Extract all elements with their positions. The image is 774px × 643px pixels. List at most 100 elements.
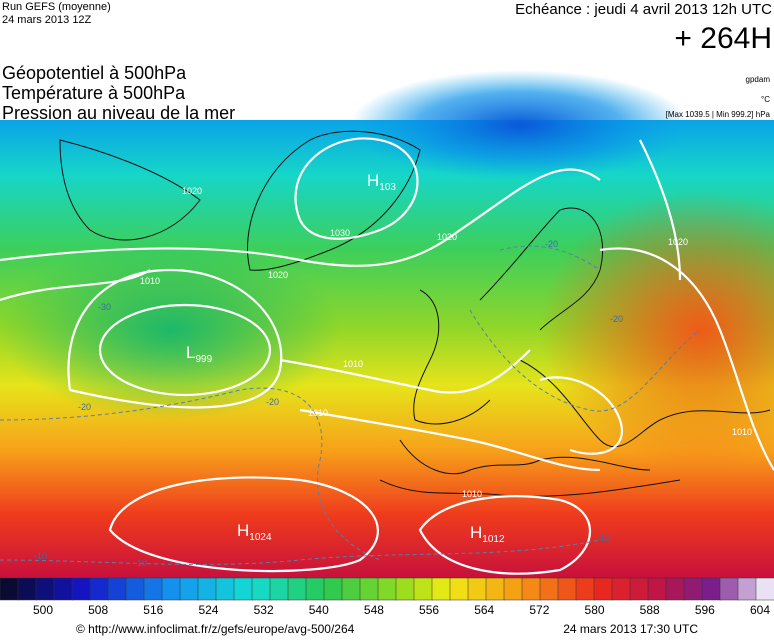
- field-name: Géopotentiel à 500hPa: [2, 63, 187, 83]
- scale-swatch: [611, 577, 631, 601]
- scale-label: 532: [254, 603, 274, 617]
- scale-swatch: [53, 577, 73, 601]
- scale-swatch: [647, 577, 667, 601]
- scale-swatch: [287, 577, 307, 601]
- scale-swatch: [323, 577, 343, 601]
- isobar-label: 1020: [437, 232, 457, 242]
- scale-label: 580: [585, 603, 605, 617]
- source-url: © http://www.infoclimat.fr/z/gefs/europe…: [76, 622, 355, 636]
- scale-label: 500: [33, 603, 53, 617]
- isobar-label: 1030: [330, 228, 350, 238]
- scale-swatch: [431, 577, 451, 601]
- scale-swatch: [251, 577, 271, 601]
- cold-pool: [350, 70, 690, 180]
- isobar-label: 1020: [182, 186, 202, 196]
- scale-swatch: [395, 577, 415, 601]
- center-value: 999: [195, 354, 212, 365]
- temperature-label: -20: [266, 397, 279, 407]
- temperature-labels: -30 -20 -20 -20 -20 -10 -10 -10: [34, 239, 623, 568]
- scale-swatch: [17, 577, 37, 601]
- scale-swatch: [593, 577, 613, 601]
- center-letter: H: [237, 521, 249, 540]
- center-letter: H: [470, 523, 482, 542]
- scale-swatch: [71, 577, 91, 601]
- scale-swatch: [125, 577, 145, 601]
- center-value: 1012: [482, 534, 505, 545]
- scale-swatch: [629, 577, 649, 601]
- scale-swatch: [449, 577, 469, 601]
- scale-swatch: [107, 577, 127, 601]
- scale-swatch: [665, 577, 685, 601]
- center-letter: L: [186, 343, 195, 362]
- scale-swatch: [485, 577, 505, 601]
- scale-swatch: [539, 577, 559, 601]
- scale-swatch: [215, 577, 235, 601]
- unit: gpdam: [746, 75, 771, 84]
- scale-swatch: [737, 577, 757, 601]
- isobar-label: 1010: [140, 276, 160, 286]
- scale-swatch: [755, 577, 774, 601]
- scale-label: 508: [88, 603, 108, 617]
- map: H103 L999 H1024 H1012 1020 1030 1020 102…: [0, 70, 774, 578]
- scale-swatch: [89, 577, 109, 601]
- scale-swatch: [35, 577, 55, 601]
- lead-time: + 264H: [674, 22, 772, 55]
- temperature-label: -20: [78, 402, 91, 412]
- scale-swatch: [701, 577, 721, 601]
- scale-swatch: [359, 577, 379, 601]
- scale-swatch: [0, 577, 19, 601]
- isobars: [0, 137, 774, 575]
- scale-swatch: [269, 577, 289, 601]
- scale-swatch: [161, 577, 181, 601]
- isobar-label: 1010: [732, 427, 752, 437]
- temperature-label: -10: [134, 558, 147, 568]
- scale-label: 572: [529, 603, 549, 617]
- run-name: Run GEFS (moyenne): [2, 1, 111, 13]
- scale-swatch: [521, 577, 541, 601]
- isobar-label: 1010: [462, 489, 482, 499]
- scale-label: 540: [309, 603, 329, 617]
- scale-swatch: [197, 577, 217, 601]
- svg-text:H1012: H1012: [470, 523, 505, 545]
- generated-time: 24 mars 2013 17:30 UTC: [563, 622, 698, 636]
- scale-swatch: [557, 577, 577, 601]
- scale-swatch: [683, 577, 703, 601]
- temperature-label: -20: [610, 314, 623, 324]
- center-value: 103: [379, 182, 396, 193]
- field-name: Pression au niveau de la mer: [2, 103, 235, 123]
- svg-text:H1024: H1024: [237, 521, 272, 543]
- scale-swatch: [233, 577, 253, 601]
- scale-swatch: [377, 577, 397, 601]
- scale-label: 564: [474, 603, 494, 617]
- scale-swatch: [413, 577, 433, 601]
- center-value: 1024: [249, 532, 272, 543]
- svg-text:L999: L999: [186, 343, 213, 365]
- svg-text:H103: H103: [367, 171, 396, 193]
- scale-label: 556: [419, 603, 439, 617]
- isobar-label: 1020: [668, 237, 688, 247]
- scale-label: 524: [198, 603, 218, 617]
- unit: °C: [761, 95, 770, 104]
- scale-label: 604: [750, 603, 770, 617]
- temperature-label: -10: [34, 551, 47, 561]
- scale-label: 516: [143, 603, 163, 617]
- scale-swatch: [467, 577, 487, 601]
- header: Run GEFS (moyenne) 24 mars 2013 12Z Eché…: [2, 1, 772, 123]
- scale-swatch: [575, 577, 595, 601]
- warm-region: [540, 190, 774, 470]
- forecast-time: Echéance : jeudi 4 avril 2013 12h UTC: [515, 1, 772, 18]
- footer: © http://www.infoclimat.fr/z/gefs/europe…: [76, 622, 698, 636]
- temperature-label: -20: [545, 239, 558, 249]
- temperature-contours: [0, 245, 701, 565]
- scale-label: 548: [364, 603, 384, 617]
- scale-swatch: [143, 577, 163, 601]
- field-name: Température à 500hPa: [2, 83, 186, 103]
- center-letter: H: [367, 171, 379, 190]
- pressure-centers: H103 L999 H1024 H1012: [186, 171, 505, 545]
- isobar-label: 1010: [308, 408, 328, 418]
- isobar-label: 1010: [343, 359, 363, 369]
- scale-swatch: [305, 577, 325, 601]
- scale-swatch: [503, 577, 523, 601]
- unit: [Max 1039.5 | Min 999.2] hPa: [666, 110, 771, 119]
